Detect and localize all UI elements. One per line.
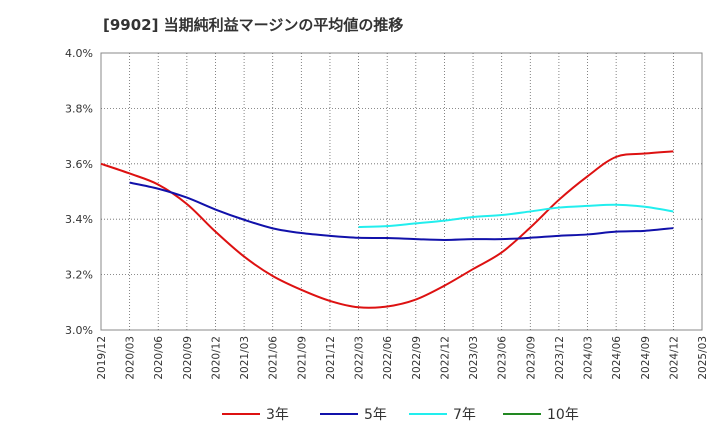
y-tick-label: 3.0% — [65, 324, 93, 337]
y-tick-label: 3.8% — [65, 102, 93, 115]
x-tick-label: 2021/03 — [239, 336, 251, 380]
legend-label-2: 7年 — [453, 407, 476, 423]
x-tick-label: 2024/09 — [640, 336, 652, 380]
x-tick-label: 2021/06 — [268, 336, 280, 380]
x-tick-label: 2023/12 — [554, 336, 566, 380]
y-tick-label: 3.6% — [65, 158, 93, 171]
x-tick-label: 2024/03 — [583, 336, 595, 380]
legend: 3年 5年 7年 10年 — [222, 407, 579, 423]
series-lines — [100, 150, 674, 309]
legend-label-0: 3年 — [266, 407, 289, 423]
series-line-1 — [129, 181, 674, 241]
x-tick-label: 2020/06 — [153, 336, 165, 380]
x-tick-label: 2022/03 — [354, 336, 366, 380]
x-tick-label: 2025/03 — [697, 336, 709, 380]
chart-title: [9902] 当期純利益マージンの平均値の推移 — [103, 16, 404, 34]
x-tick-label: 2022/09 — [411, 336, 423, 380]
y-tick-label: 4.0% — [65, 47, 93, 60]
plot-area — [100, 52, 703, 331]
y-tick-label: 3.4% — [65, 213, 93, 226]
x-tick-label: 2023/09 — [525, 336, 537, 380]
x-tick-label: 2024/06 — [611, 336, 623, 380]
x-tick-label: 2019/12 — [96, 336, 108, 380]
x-tick-label: 2023/06 — [497, 336, 509, 380]
x-tick-label: 2022/12 — [439, 336, 451, 380]
y-tick-label: 3.2% — [65, 269, 93, 282]
x-tick-label: 2020/12 — [210, 336, 222, 380]
x-tick-label: 2021/09 — [296, 336, 308, 380]
x-tick-label: 2022/06 — [382, 336, 394, 380]
legend-label-1: 5年 — [364, 407, 387, 423]
legend-label-3: 10年 — [547, 407, 579, 423]
series-line-2 — [358, 203, 674, 228]
x-tick-label: 2020/09 — [182, 336, 194, 380]
x-tick-label: 2023/03 — [468, 336, 480, 380]
axes: 3.0% 3.2% 3.4% 3.6% 3.8% 4.0% 2019/12 2020/03 20… — [65, 47, 709, 380]
x-tick-label: 2024/12 — [668, 336, 680, 380]
x-tick-label: 2021/12 — [325, 336, 337, 380]
series-line-0 — [100, 150, 674, 309]
x-tick-label: 2020/03 — [125, 336, 137, 380]
grid — [100, 52, 703, 331]
